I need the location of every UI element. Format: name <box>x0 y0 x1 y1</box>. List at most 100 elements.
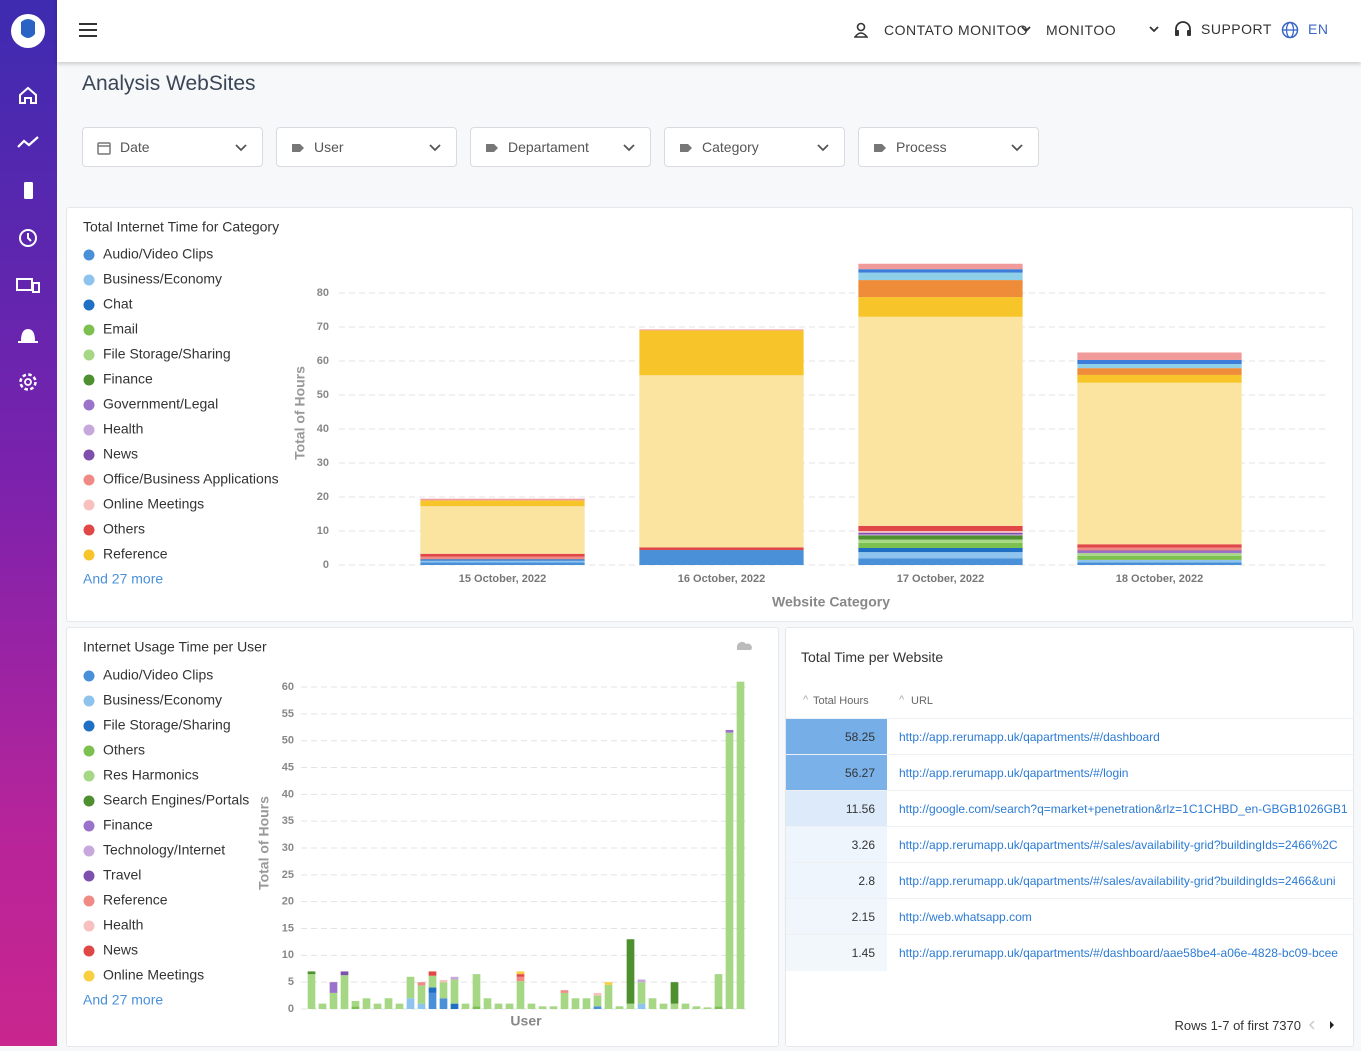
bar-segment[interactable] <box>639 375 804 548</box>
bar-segment[interactable] <box>736 681 745 1009</box>
user-name[interactable]: CONTATO MONITOO <box>884 22 1029 38</box>
bar-segment[interactable] <box>858 297 1023 317</box>
bar-segment[interactable] <box>858 531 1023 533</box>
legend-label[interactable]: Health <box>103 421 143 437</box>
bar-segment[interactable] <box>639 329 804 331</box>
bar-segment[interactable] <box>494 1003 503 1009</box>
legend-marker[interactable] <box>83 945 95 957</box>
bar-segment[interactable] <box>420 560 585 563</box>
bar-segment[interactable] <box>670 1003 679 1009</box>
legend-marker[interactable] <box>83 820 95 832</box>
legend-label[interactable]: Travel <box>103 867 141 883</box>
legend-marker[interactable] <box>83 970 95 982</box>
bar-segment[interactable] <box>1077 553 1242 556</box>
legend-label[interactable]: File Storage/Sharing <box>103 717 231 733</box>
bar-segment[interactable] <box>516 981 525 1009</box>
bar-segment[interactable] <box>639 330 804 376</box>
legend-marker[interactable] <box>83 745 95 757</box>
bar-segment[interactable] <box>692 1006 701 1009</box>
settings-icon[interactable] <box>19 373 37 391</box>
filter-dropdown[interactable]: User <box>276 127 457 167</box>
bar-segment[interactable] <box>307 971 316 975</box>
legend-marker[interactable] <box>83 870 95 882</box>
bar-segment[interactable] <box>472 1006 481 1009</box>
bar-segment[interactable] <box>406 976 415 999</box>
bar-segment[interactable] <box>549 1006 558 1009</box>
bar-segment[interactable] <box>615 1006 624 1009</box>
bar-segment[interactable] <box>439 980 448 983</box>
bar-segment[interactable] <box>420 500 585 507</box>
bar-segment[interactable] <box>858 535 1023 540</box>
url-cell[interactable]: http://web.whatsapp.com <box>899 910 1032 924</box>
bar-segment[interactable] <box>450 979 459 1004</box>
bar-segment[interactable] <box>858 552 1023 559</box>
bar-segment[interactable] <box>858 280 1023 298</box>
bar-segment[interactable] <box>329 992 338 1009</box>
legend-more[interactable]: And 27 more <box>83 571 163 587</box>
bar-segment[interactable] <box>516 974 525 977</box>
bar-segment[interactable] <box>329 982 338 993</box>
bar-segment[interactable] <box>1077 550 1242 552</box>
bar-segment[interactable] <box>637 1003 646 1009</box>
chevron[interactable] <box>1149 26 1159 34</box>
legend-label[interactable]: Government/Legal <box>103 396 218 412</box>
bar-segment[interactable] <box>428 971 437 976</box>
bar-segment[interactable] <box>373 1003 382 1009</box>
legend-label[interactable]: Online Meetings <box>103 967 204 983</box>
bar-segment[interactable] <box>362 998 371 1009</box>
legend-label[interactable]: Reference <box>103 546 168 562</box>
legend-marker[interactable] <box>83 299 95 311</box>
bar-segment[interactable] <box>639 550 804 565</box>
bar-segment[interactable] <box>428 975 437 988</box>
bar-segment[interactable] <box>560 990 569 993</box>
language[interactable]: EN <box>1308 21 1329 37</box>
url-cell[interactable]: http://google.com/search?q=market+penetr… <box>899 802 1348 816</box>
bar-segment[interactable] <box>648 998 657 1009</box>
legend-marker[interactable] <box>83 374 95 386</box>
bar-segment[interactable] <box>516 976 525 982</box>
legend-marker[interactable] <box>83 474 95 486</box>
bar-segment[interactable] <box>420 562 585 565</box>
bar-segment[interactable] <box>1077 374 1242 383</box>
table-row[interactable]: 11.56 http://google.com/search?q=market+p… <box>786 790 1353 827</box>
bar-segment[interactable] <box>858 316 1023 526</box>
bar-segment[interactable] <box>858 272 1023 281</box>
bar-segment[interactable] <box>439 998 448 1009</box>
bar-segment[interactable] <box>725 732 734 1009</box>
table-row[interactable]: 58.25 http://app.rerumapp.uk/qapartments/… <box>786 718 1353 755</box>
bar-segment[interactable] <box>318 1003 327 1009</box>
bar-segment[interactable] <box>858 532 1023 535</box>
bar-segment[interactable] <box>351 1006 360 1009</box>
bar-segment[interactable] <box>1077 547 1242 551</box>
bar-segment[interactable] <box>505 1003 514 1009</box>
legend-marker[interactable] <box>83 670 95 682</box>
url-cell[interactable]: http://app.rerumapp.uk/qapartments/#/sal… <box>899 838 1338 852</box>
table-row[interactable]: 2.8 http://app.rerumapp.uk/qapartments/#/… <box>786 862 1353 899</box>
legend-marker[interactable] <box>83 524 95 536</box>
bar-segment[interactable] <box>571 998 580 1009</box>
legend-label[interactable]: Business/Economy <box>103 271 222 287</box>
bar-segment[interactable] <box>593 992 602 996</box>
legend-marker[interactable] <box>83 695 95 707</box>
legend-label[interactable]: Others <box>103 742 145 758</box>
home-icon[interactable] <box>19 86 37 104</box>
bar-segment[interactable] <box>1077 382 1242 545</box>
legend-label[interactable]: Reference <box>103 892 168 908</box>
legend-marker[interactable] <box>83 274 95 286</box>
bar-segment[interactable] <box>604 984 613 1009</box>
bar-segment[interactable] <box>858 269 1023 273</box>
legend-marker[interactable] <box>83 549 95 561</box>
bar-segment[interactable] <box>450 1003 459 1009</box>
bar-segment[interactable] <box>417 1003 426 1009</box>
legend-marker[interactable] <box>83 449 95 461</box>
bar-segment[interactable] <box>1077 544 1242 548</box>
bar-segment[interactable] <box>858 548 1023 553</box>
bar-segment[interactable] <box>461 1003 470 1009</box>
bar-segment[interactable] <box>639 547 804 551</box>
download-icon[interactable] <box>737 642 752 650</box>
bar-segment[interactable] <box>420 556 585 560</box>
history-icon[interactable] <box>19 229 37 247</box>
legend-label[interactable]: Finance <box>103 817 153 833</box>
bar-segment[interactable] <box>439 982 448 999</box>
devices-icon[interactable] <box>16 278 33 291</box>
